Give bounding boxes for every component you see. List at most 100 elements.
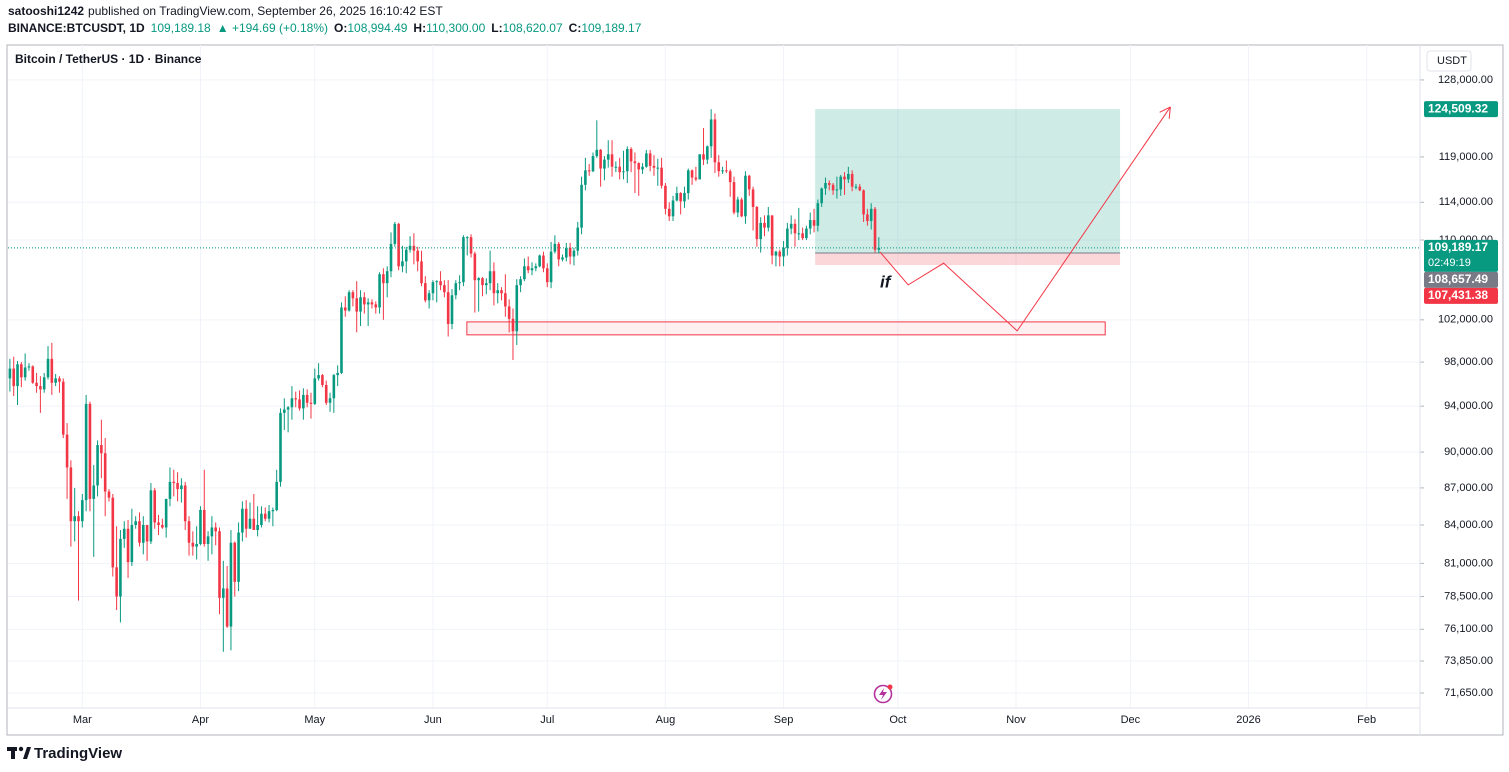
change: ▲ +194.69 (+0.18%) <box>217 21 328 35</box>
ohlc-key: C: <box>569 21 582 35</box>
candle-body <box>283 409 286 413</box>
candle-body <box>812 220 816 226</box>
candle-body <box>492 271 496 294</box>
candle-body <box>267 511 271 519</box>
candle-body <box>115 567 118 597</box>
candle-body <box>774 251 778 256</box>
candle-body <box>450 295 454 324</box>
candle-body <box>81 500 84 522</box>
candle-body <box>782 247 785 257</box>
candle-body <box>477 278 480 281</box>
annotation: if <box>880 272 893 291</box>
chart-frame <box>6 44 1504 736</box>
candle-body <box>427 293 431 301</box>
candle-body <box>625 148 629 172</box>
candle-body <box>309 402 313 404</box>
candle-body <box>294 398 298 400</box>
candle-body <box>538 255 541 267</box>
y-tick-label: 76,100.00 <box>1444 623 1493 635</box>
candle-body <box>100 445 103 454</box>
price-label-box <box>1424 271 1498 288</box>
candle-body <box>271 509 275 512</box>
candle-body <box>443 285 446 293</box>
published: published on TradingView.com, September … <box>88 4 443 18</box>
candle-body <box>202 509 206 545</box>
candle-body <box>580 184 583 228</box>
candle-body <box>751 189 755 207</box>
candle-body <box>576 227 580 251</box>
x-tick-label: Oct <box>889 714 906 726</box>
candle-body <box>302 394 305 409</box>
candle-body <box>404 249 408 262</box>
candle-body <box>736 199 740 213</box>
candle-body <box>469 237 473 254</box>
candle-body <box>652 165 656 168</box>
candle-body <box>675 193 679 201</box>
candle-body <box>65 434 69 468</box>
candle-body <box>725 170 728 172</box>
candle-body <box>683 193 686 202</box>
candle-body <box>286 407 290 410</box>
price-label-box <box>1424 101 1498 118</box>
candle-body <box>401 261 404 267</box>
candle-body <box>385 271 389 284</box>
candle-body <box>58 378 61 382</box>
candle-body <box>545 268 549 283</box>
candle-body <box>69 467 73 522</box>
candle-body <box>534 266 538 269</box>
candle-body <box>824 183 827 189</box>
candle-body <box>603 159 606 169</box>
y-tick-label: 78,500.00 <box>1444 590 1493 602</box>
price-label: 109,189.17 <box>1428 240 1488 254</box>
candle-body <box>587 170 591 172</box>
candle-body <box>778 251 782 257</box>
candle-body <box>321 375 324 385</box>
candle-body <box>374 304 378 308</box>
candle-body <box>770 215 774 256</box>
candle-body <box>23 367 27 378</box>
candle-body <box>161 524 164 528</box>
candle-body <box>458 282 461 284</box>
candle-body <box>8 368 12 379</box>
candle-body <box>565 247 568 258</box>
candle-body <box>831 184 835 191</box>
price-label: 108,657.49 <box>1428 272 1488 286</box>
candle-body <box>389 243 393 272</box>
candle-body <box>153 490 157 523</box>
candle-body <box>424 283 427 301</box>
candle-body <box>363 297 366 305</box>
candle-body <box>180 485 183 490</box>
candle-body <box>134 521 137 525</box>
candle-body <box>435 281 439 283</box>
candle-body <box>637 163 641 170</box>
candle-body <box>686 170 690 194</box>
candle-body <box>279 412 282 482</box>
candle-body <box>382 274 385 284</box>
candle-body <box>305 394 309 403</box>
candle-body <box>827 183 831 185</box>
candle-body <box>378 274 381 308</box>
candle-body <box>877 247 881 250</box>
candle-body <box>869 208 873 222</box>
currency-box <box>1426 50 1472 72</box>
candle-body <box>866 214 869 222</box>
candle-body <box>843 176 846 180</box>
candle-body <box>191 542 195 547</box>
y-tick-label: 119,000.00 <box>1439 151 1493 163</box>
x-tick-label: Sep <box>774 714 794 726</box>
candle-body <box>256 524 259 531</box>
candle-body <box>393 223 397 244</box>
candle-body <box>542 255 545 269</box>
ohlc-value: 109,189.17 <box>581 21 641 35</box>
candle-body <box>12 368 16 387</box>
y-tick-label: 87,000.00 <box>1444 482 1493 494</box>
candle-body <box>484 283 488 286</box>
candle-body <box>195 544 198 547</box>
y-tick-label: 73,850.00 <box>1444 655 1493 667</box>
x-tick-label: Apr <box>192 714 209 726</box>
candle-body <box>439 281 442 286</box>
symbol-line: BINANCE:BTCUSDT, 1D 109,189.18 ▲ +194.69 (… <box>8 21 642 35</box>
candle-body <box>728 171 732 183</box>
candle-body <box>591 156 595 172</box>
candle-body <box>759 222 762 240</box>
